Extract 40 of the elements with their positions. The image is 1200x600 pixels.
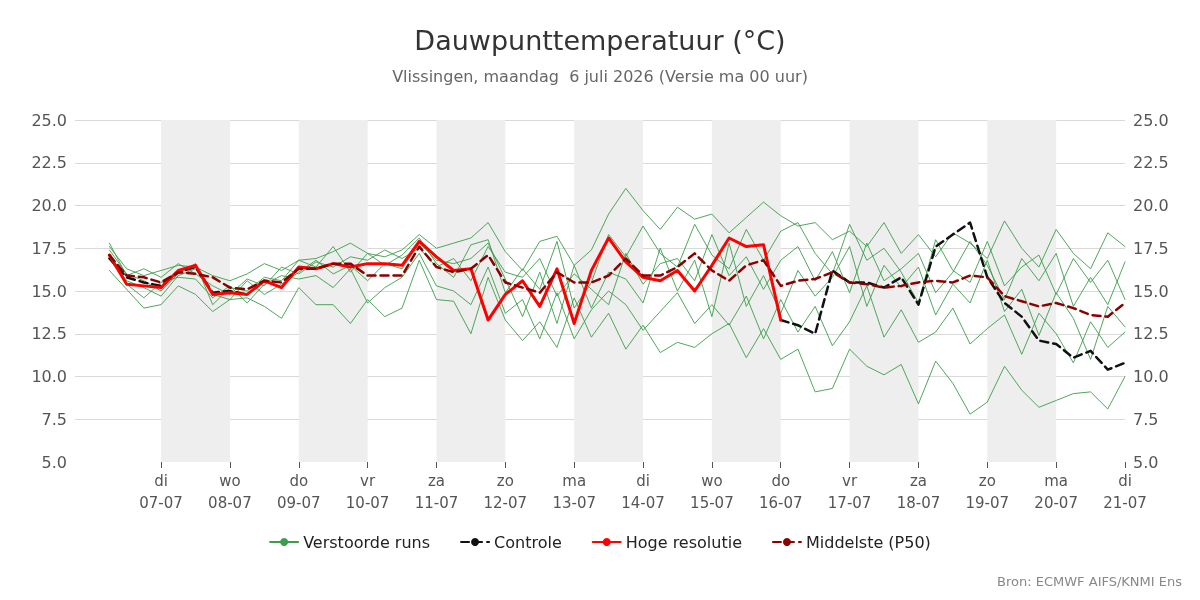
chart-title: Dauwpunttemperatuur (°C)	[414, 25, 786, 56]
legend-label: Middelste (P50)	[805, 532, 931, 552]
y-tick-label: 15.0	[31, 281, 67, 301]
y2-tick-label: 5.0	[1133, 452, 1159, 472]
x-tick-label: do 09-07	[276, 472, 321, 512]
x-tick-label: ma 13-07	[552, 472, 596, 512]
legend-label: Verstoorde runs	[303, 532, 431, 552]
x-tick-label: vr 17-07	[827, 472, 872, 512]
legend-label: Controle	[494, 532, 562, 552]
y2-tick-label: 15.0	[1133, 281, 1169, 301]
y-tick-label: 12.5	[31, 324, 67, 344]
x-tick-label: di 21-07	[1103, 472, 1147, 512]
x-tick-label: di 14-07	[621, 472, 665, 512]
y2-tick-label: 25.0	[1133, 110, 1169, 130]
text: Bron: ECMWF AIFS/KNMI Ens	[997, 574, 1183, 589]
x-tick-label: wo 15-07	[690, 472, 734, 512]
chart-subtitle: Vlissingen, maandag 6 juli 2026 (Versie ma 00 uur)	[392, 66, 808, 86]
x-tick-label: zo 19-07	[965, 472, 1010, 512]
x-tick-label: di 07-07	[139, 472, 183, 512]
y2-tick-label: 22.5	[1133, 153, 1169, 173]
x-tick-label: ma 20-07	[1034, 472, 1078, 512]
legend-label: Hoge resolutie	[625, 532, 742, 552]
y2-tick-label: 7.5	[1133, 409, 1159, 429]
y-tick-label: 25.0	[31, 110, 67, 130]
y2-tick-label: 10.0	[1133, 367, 1169, 386]
y-tick-label: 5.0	[41, 452, 67, 472]
y-tick-label: 7.5	[41, 409, 67, 429]
y2-tick-label: 20.0	[1133, 196, 1169, 215]
x-tick-label: do 16-07	[758, 472, 803, 512]
y2-tick-label: 17.5	[1133, 238, 1169, 258]
x-tick-label: wo 08-07	[208, 472, 252, 512]
x-tick-label: za 18-07	[896, 472, 941, 512]
x-tick-label: za 11-07	[414, 472, 459, 512]
y-tick-label: 17.5	[31, 238, 67, 258]
y-tick-label: 22.5	[31, 153, 67, 173]
y-tick-label: 20.0	[31, 196, 67, 215]
x-tick-label: vr 10-07	[345, 472, 390, 512]
y2-tick-label: 12.5	[1133, 324, 1169, 344]
x-tick-label: zo 12-07	[483, 472, 528, 512]
y-tick-label: 10.0	[31, 367, 67, 386]
